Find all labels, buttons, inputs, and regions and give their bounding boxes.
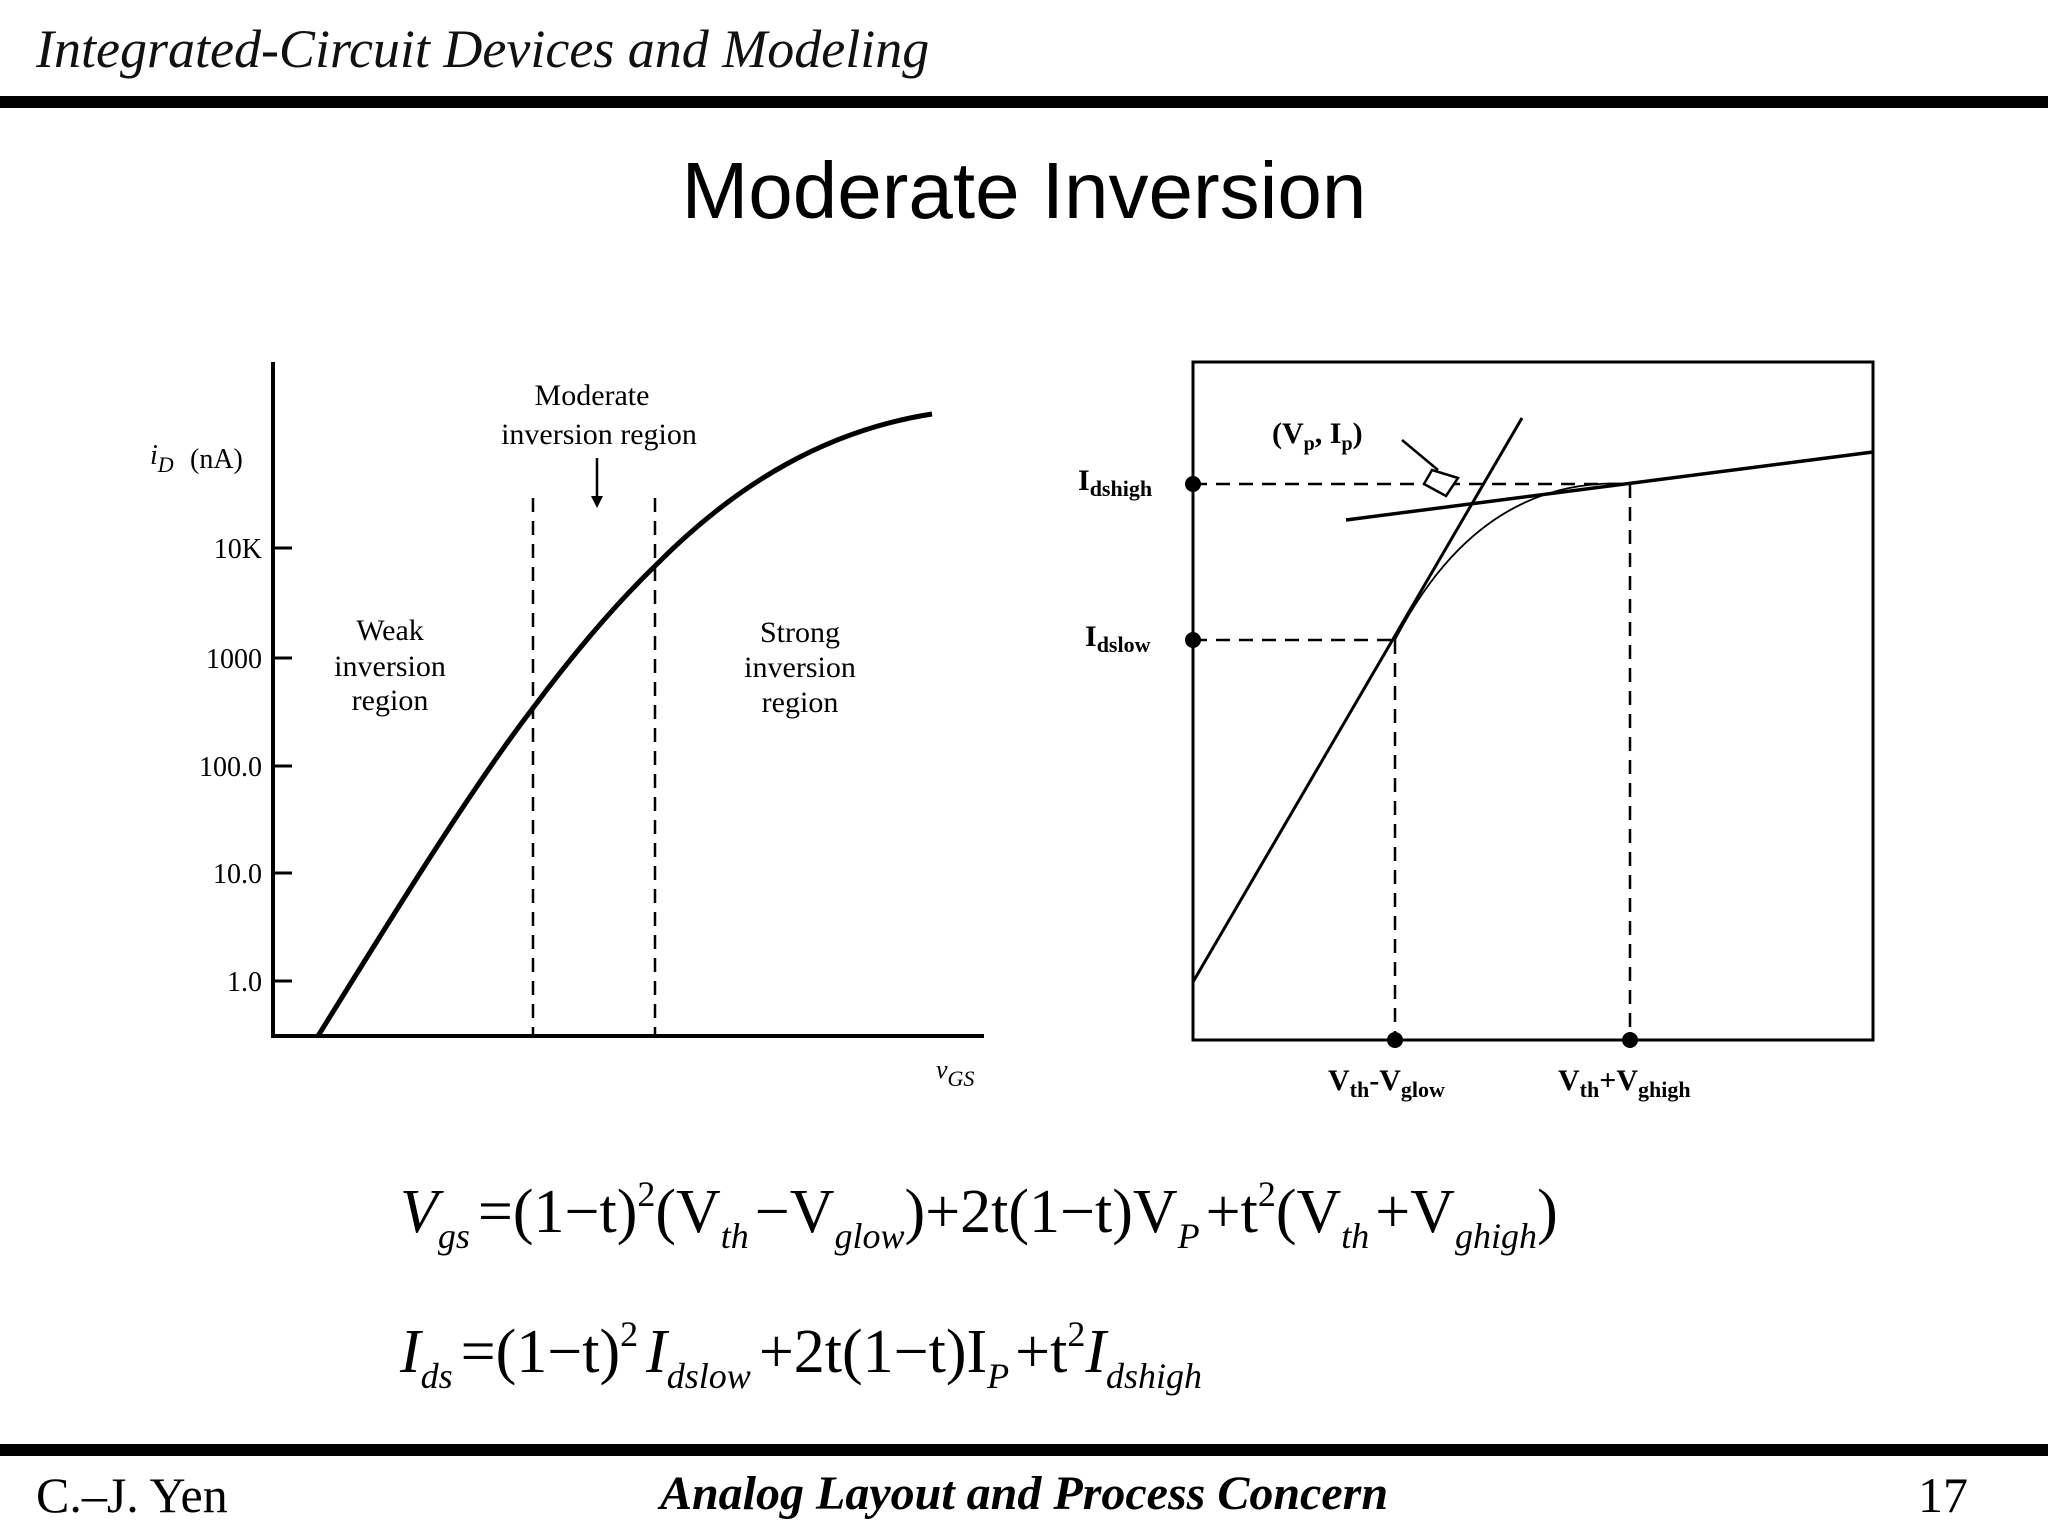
course-title: Integrated-Circuit Devices and Modeling <box>36 19 930 79</box>
page-number: 17 <box>1918 1467 1968 1523</box>
y-axis-label: iD <box>150 440 174 477</box>
id-vs-vgs-curve <box>315 411 933 1038</box>
equation-ids: Ids =(1−t)2 Idslow +2t(1−t)IP+t2Idshigh <box>399 1314 1202 1396</box>
y-tick-1000: 1000 <box>206 644 262 675</box>
moderate-label-line2: inversion region <box>501 418 697 451</box>
weak-asymptote-line <box>1191 417 1524 983</box>
idslow-label: Idslow <box>1085 620 1151 657</box>
strong-label-1: Strong <box>760 616 840 649</box>
footer-rule <box>0 1444 2048 1456</box>
footer-subject: Analog Layout and Process Concern <box>659 1467 1389 1520</box>
vhigh-label: Vth+Vghigh <box>1558 1064 1691 1102</box>
y-tick-100: 100.0 <box>199 752 262 783</box>
strong-label-3: region <box>762 686 839 719</box>
vp-ip-pointer <box>1401 439 1439 471</box>
left-y-ticks <box>273 546 292 983</box>
vlow-label: Vth-Vglow <box>1328 1064 1445 1102</box>
moderate-label-line1: Moderate <box>535 379 650 412</box>
right-plot-frame <box>1191 360 1875 1042</box>
moderate-arrow-head <box>591 496 603 508</box>
vlow-dot <box>1387 1032 1403 1048</box>
idshigh-label: Idshigh <box>1078 464 1152 501</box>
strong-label-2: inversion <box>744 651 856 684</box>
y-tick-1: 1.0 <box>227 967 262 998</box>
vhigh-dot <box>1622 1032 1638 1048</box>
vp-ip-label: (Vp, Ip) <box>1272 417 1363 455</box>
idshigh-dot <box>1185 476 1201 492</box>
vp-ip-pointer-head <box>1422 468 1460 498</box>
x-axis-label: vGS <box>936 1055 974 1091</box>
y-tick-10: 10.0 <box>213 859 262 890</box>
weak-label-2: inversion <box>334 650 446 683</box>
equation-vgs: Vgs =(1−t)2(Vth−Vglow)+2t(1−t)VP+t2(Vth+V… <box>400 1174 1558 1256</box>
y-axis-unit: (nA) <box>190 444 243 475</box>
header-rule <box>0 96 2048 108</box>
y-tick-10k: 10K <box>214 534 262 565</box>
strong-asymptote-line <box>1345 450 1874 522</box>
footer-author: C.–J. Yen <box>36 1467 228 1523</box>
weak-label-1: Weak <box>356 614 424 647</box>
idslow-dot <box>1185 632 1201 648</box>
weak-label-3: region <box>352 684 429 717</box>
slide-title: Moderate Inversion <box>681 146 1367 235</box>
right-dashed-guides <box>1193 482 1632 1040</box>
